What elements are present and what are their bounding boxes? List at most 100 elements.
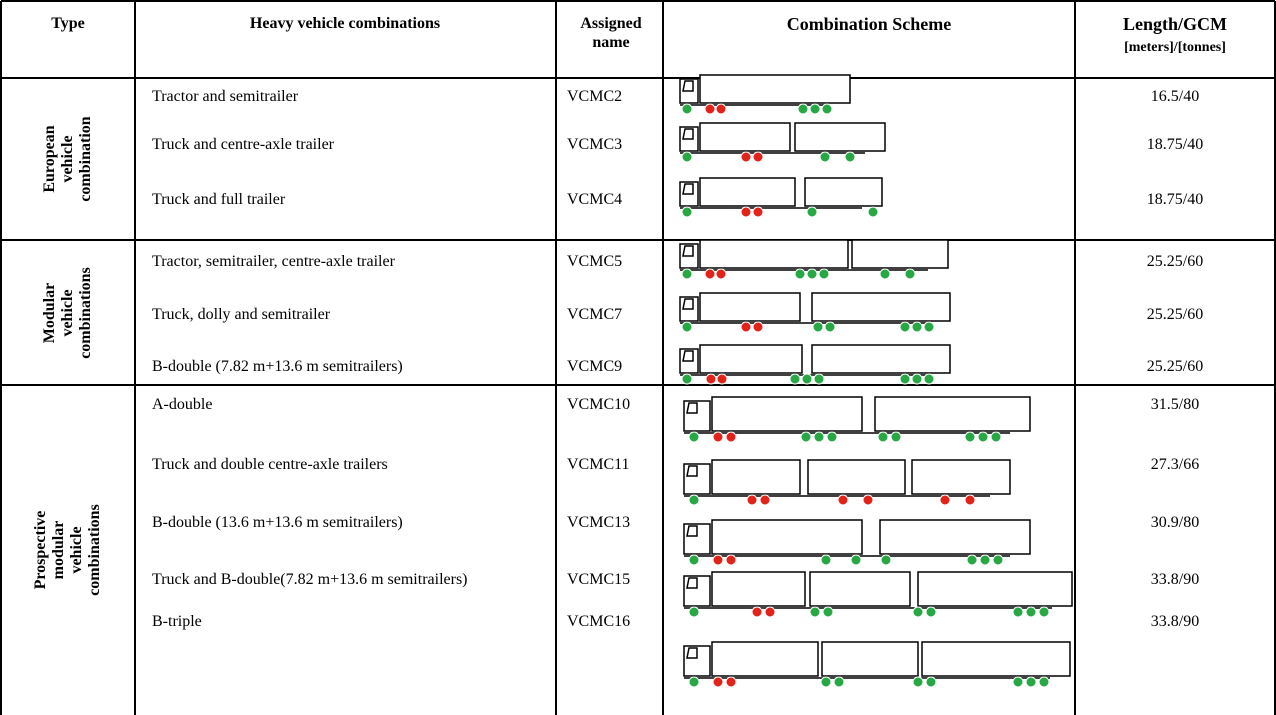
wheel <box>725 554 737 566</box>
combination-name: Tractor and semitrailer <box>152 88 299 105</box>
combination-name: Truck, dolly and semitrailer <box>152 306 331 323</box>
trailer <box>917 571 1073 607</box>
wheel <box>688 676 700 688</box>
length-gcm: 18.75/40 <box>1146 136 1204 153</box>
wheel <box>904 268 916 280</box>
header-cell: Type <box>51 15 85 32</box>
assigned-name: VCMC16 <box>567 613 631 630</box>
wheel <box>725 676 737 688</box>
wheel <box>746 494 758 506</box>
wheel <box>880 554 892 566</box>
wheel <box>977 431 989 443</box>
trailer <box>711 571 806 607</box>
cab-window <box>686 465 698 477</box>
length-gcm: 33.8/90 <box>1150 571 1200 588</box>
trailer <box>699 292 801 322</box>
wheel <box>844 151 856 163</box>
cab-window <box>682 128 694 140</box>
combination-name: A-double <box>152 396 213 413</box>
wheel <box>1038 676 1050 688</box>
wheel <box>1025 606 1037 618</box>
length-gcm: 25.25/60 <box>1146 358 1204 375</box>
trailer <box>711 396 863 432</box>
wheel <box>740 321 752 333</box>
wheel <box>712 554 724 566</box>
wheel <box>1025 676 1037 688</box>
vehicle-scheme <box>683 519 1031 566</box>
wheel <box>826 431 838 443</box>
trailer <box>804 177 883 207</box>
vehicle-scheme <box>679 74 851 115</box>
group-type: Prospective modular vehicle combinations <box>32 504 103 596</box>
header-cell: Combination Scheme <box>786 14 952 34</box>
wheel <box>797 103 809 115</box>
vehicle-scheme <box>683 396 1031 443</box>
wheel <box>833 676 845 688</box>
wheel <box>899 373 911 385</box>
cab-window <box>682 80 694 92</box>
wheel <box>712 431 724 443</box>
wheel <box>705 373 717 385</box>
wheel <box>681 268 693 280</box>
wheel <box>819 151 831 163</box>
combination-name: Tractor, semitrailer, centre-axle traile… <box>152 253 395 270</box>
length-gcm: 25.25/60 <box>1146 253 1204 270</box>
wheel <box>751 606 763 618</box>
wheel <box>801 373 813 385</box>
assigned-name: VCMC13 <box>567 514 631 531</box>
wheel <box>752 151 764 163</box>
wheel <box>1012 676 1024 688</box>
wheel <box>979 554 991 566</box>
trailer <box>711 519 863 555</box>
wheel <box>923 373 935 385</box>
wheel <box>850 554 862 566</box>
vehicle-scheme <box>683 571 1073 618</box>
wheel <box>681 373 693 385</box>
wheel <box>813 431 825 443</box>
wheel <box>867 206 879 218</box>
wheel <box>809 606 821 618</box>
group-type: Modular vehicle combinations <box>41 266 94 359</box>
wheel <box>725 431 737 443</box>
wheel <box>688 431 700 443</box>
wheel <box>939 494 951 506</box>
wheel <box>752 321 764 333</box>
trailer <box>821 641 919 677</box>
trailer <box>874 396 1031 432</box>
wheel <box>688 606 700 618</box>
assigned-name: VCMC10 <box>567 396 631 413</box>
cab-window <box>682 350 694 362</box>
length-gcm: 25.25/60 <box>1146 306 1204 323</box>
wheel <box>688 554 700 566</box>
wheel <box>681 103 693 115</box>
trailer <box>699 239 849 269</box>
wheel <box>862 494 874 506</box>
combination-name: Truck and full trailer <box>152 191 286 208</box>
wheel <box>899 321 911 333</box>
length-gcm: 30.9/80 <box>1150 514 1200 531</box>
wheel <box>925 676 937 688</box>
vehicle-scheme <box>683 459 1011 506</box>
wheel <box>992 554 1004 566</box>
trailer <box>811 292 951 322</box>
wheel <box>822 606 834 618</box>
trailer <box>699 344 803 374</box>
combination-name: B-triple <box>152 613 202 630</box>
assigned-name: VCMC5 <box>567 253 623 270</box>
cab-window <box>682 298 694 310</box>
cab-window <box>686 402 698 414</box>
wheel <box>789 373 801 385</box>
wheel <box>911 321 923 333</box>
wheel <box>681 206 693 218</box>
trailer <box>699 74 851 104</box>
wheel <box>820 676 832 688</box>
header-cell: Assigned name <box>580 15 642 51</box>
trailer <box>807 459 906 495</box>
wheel <box>759 494 771 506</box>
cab <box>683 400 711 432</box>
wheel <box>681 321 693 333</box>
combination-name: Truck and centre-axle trailer <box>152 136 334 153</box>
cab-window <box>686 525 698 537</box>
